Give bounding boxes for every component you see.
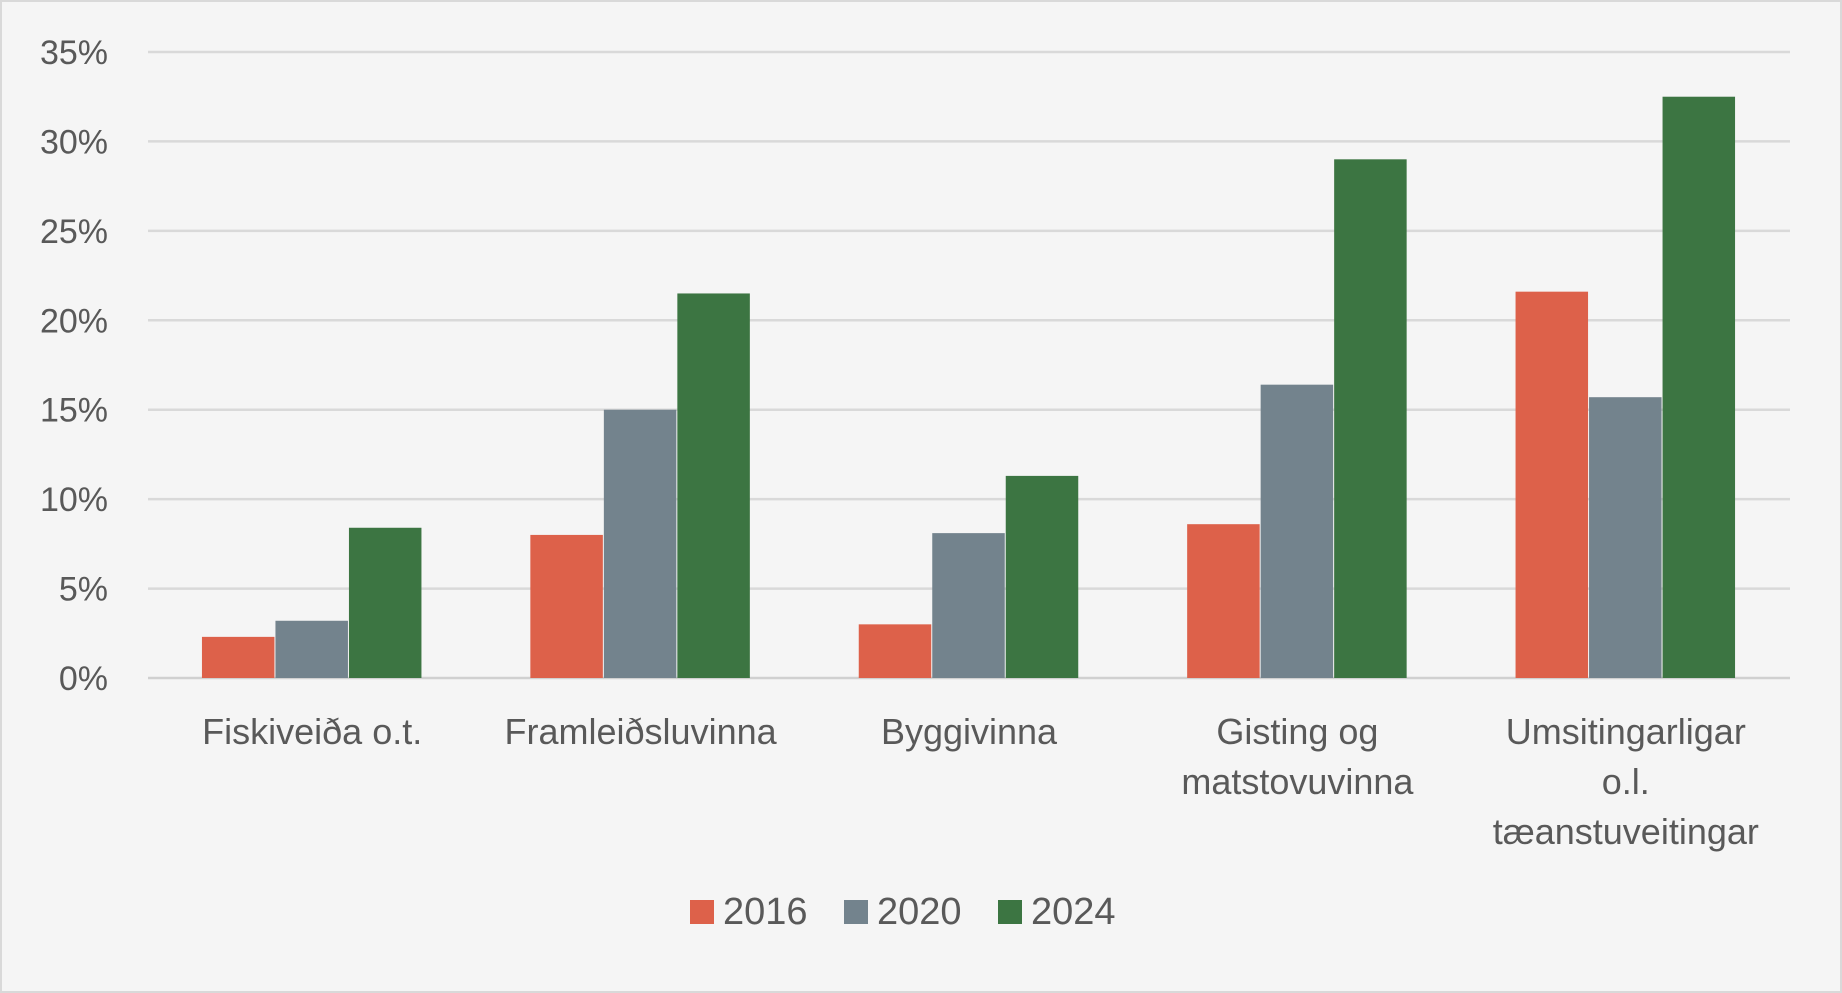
x-tick-label: Framleiðsluvinna [505, 711, 778, 752]
legend-label: 2024 [1031, 891, 1116, 933]
bar-2020-1 [603, 409, 677, 678]
bar-2016-3 [1187, 524, 1260, 678]
legend-swatch [844, 900, 868, 924]
bar-2024-1 [677, 293, 750, 678]
y-tick-label: 20% [40, 302, 108, 340]
y-tick-label: 25% [40, 213, 108, 251]
bars [201, 96, 1736, 679]
bar-2016-4 [1515, 291, 1589, 678]
bar-2020-2 [932, 533, 1005, 678]
x-tick-label: Umsitingarligar [1506, 711, 1746, 752]
legend-label: 2016 [723, 891, 808, 933]
x-axis-labels: Fiskiveiða o.t. Framleiðsluvinna Byggivinn… [202, 711, 1759, 852]
bar-2020-0 [275, 620, 348, 678]
y-tick-label: 30% [40, 123, 108, 161]
bar-2016-2 [858, 624, 932, 678]
bar-2016-1 [530, 534, 603, 678]
x-tick-label: tæanstuveitingar [1493, 811, 1759, 852]
y-tick-label: 35% [40, 34, 108, 72]
bar-2024-4 [1662, 96, 1736, 678]
x-tick-label: Byggivinna [881, 711, 1058, 752]
y-tick-label: 15% [40, 392, 108, 430]
bar-2020-3 [1260, 384, 1334, 678]
legend-swatch [998, 900, 1022, 924]
bar-2024-3 [1334, 159, 1407, 679]
bar-2024-0 [348, 527, 422, 678]
y-tick-label: 0% [59, 660, 108, 698]
legend-swatch [690, 900, 714, 924]
legend: 2016 2020 2024 [690, 891, 1116, 933]
x-tick-label: Fiskiveiða o.t. [202, 711, 422, 752]
y-tick-label: 10% [40, 481, 108, 519]
x-tick-label: Gisting og [1216, 711, 1378, 752]
x-tick-label: matstovuvinna [1181, 761, 1414, 802]
bar-2024-2 [1005, 475, 1079, 678]
bar-2016-0 [201, 636, 275, 678]
y-axis-ticks: 0% 5% 10% 15% 20% 25% 30% 35% [40, 34, 108, 698]
legend-label: 2020 [877, 891, 962, 933]
bar-2020-4 [1589, 397, 1662, 678]
x-tick-label: o.l. [1602, 761, 1650, 802]
y-tick-label: 5% [59, 571, 108, 609]
